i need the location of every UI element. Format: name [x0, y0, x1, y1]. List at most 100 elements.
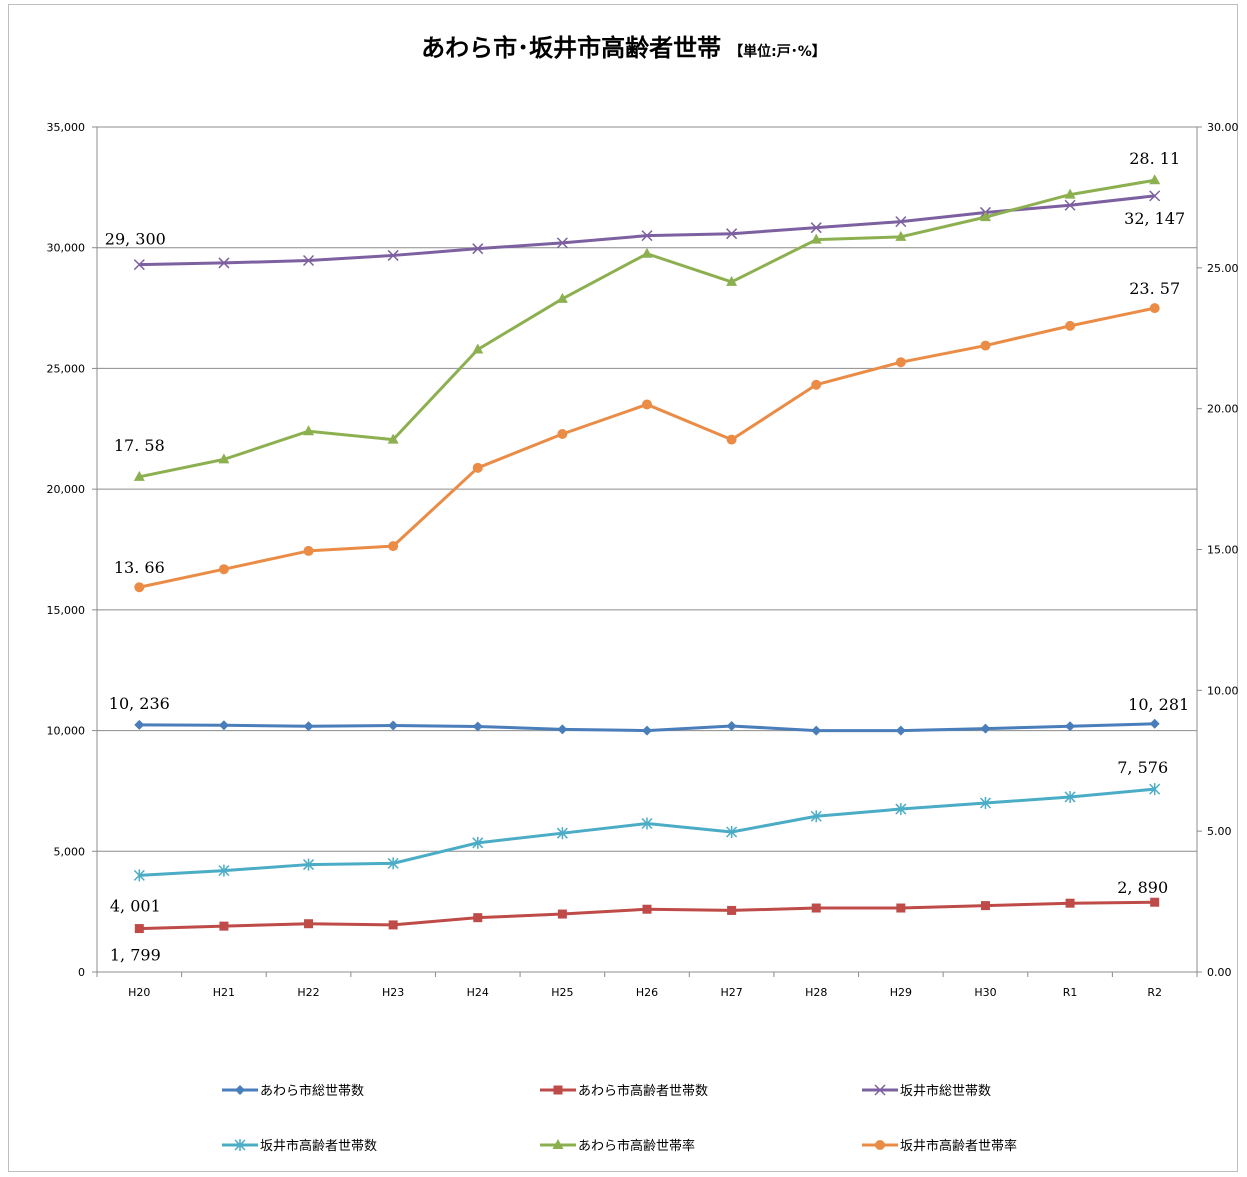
- series-2: [134, 897, 1160, 934]
- data-point: [1065, 320, 1076, 331]
- left-axis-tick-label: 20,000: [47, 483, 86, 496]
- data-point: [810, 222, 822, 234]
- data-point: [134, 924, 144, 934]
- data-point: [980, 723, 991, 734]
- data-point: [303, 721, 314, 732]
- data-point: [1149, 174, 1161, 185]
- data-point: [472, 462, 483, 473]
- data-labels: 10, 236 10, 281 1, 799 2, 890 29, 300 32, 147…: [105, 149, 1189, 964]
- data-point: [895, 357, 906, 368]
- left-axis-tick-label: 15,000: [47, 604, 86, 617]
- data-point: [642, 904, 652, 914]
- data-label: 13. 66: [114, 558, 165, 577]
- data-point: [1064, 188, 1076, 199]
- x-axis-tick-label: H24: [467, 986, 489, 999]
- right-axis-tick-label: 15.00: [1207, 544, 1239, 557]
- data-point: [218, 864, 230, 877]
- left-axis-tick-label: 5,000: [54, 845, 86, 858]
- data-point: [811, 903, 821, 913]
- data-label: 1, 799: [110, 946, 161, 965]
- legend-item: 坂井市総世帯数: [862, 1083, 991, 1099]
- legend-marker: [235, 1085, 245, 1095]
- axes: 0 5,000 10,000 15,000 20,000 25,000 30,000 35,0…: [47, 121, 1239, 999]
- legend-label: あわら市高齢世帯率: [578, 1138, 695, 1154]
- x-axis-tick-label: H25: [551, 986, 573, 999]
- series-1: [134, 718, 1160, 736]
- data-point: [388, 720, 399, 731]
- legend-item: あわら市高齢者世帯数: [540, 1083, 708, 1099]
- legend-item: 坂井市高齢者世帯数: [222, 1138, 377, 1154]
- data-point: [726, 720, 737, 731]
- data-point: [895, 216, 907, 228]
- data-label: 7, 576: [1117, 758, 1168, 777]
- data-point: [557, 429, 568, 440]
- data-point: [134, 719, 145, 730]
- data-point: [303, 545, 314, 556]
- data-label: 23. 57: [1129, 279, 1180, 298]
- data-point: [641, 247, 653, 258]
- data-point: [133, 259, 145, 271]
- data-point: [303, 858, 315, 871]
- legend-label: 坂井市高齢者世帯数: [260, 1138, 377, 1154]
- data-point: [1149, 783, 1161, 796]
- data-point: [810, 810, 822, 823]
- x-axis-tick-label: H23: [382, 986, 404, 999]
- data-point: [726, 228, 738, 240]
- x-axis-tick-label: H20: [128, 986, 150, 999]
- data-label: 4, 001: [110, 896, 161, 915]
- x-axis-tick-label: R2: [1147, 986, 1162, 999]
- legend-marker: [234, 1139, 246, 1151]
- series-line: [139, 787, 1155, 877]
- data-point: [1064, 790, 1076, 803]
- chart-title: あわら市･坂井市高齢者世帯 【単位:戸･%】: [421, 34, 826, 62]
- legend-label: あわら市高齢者世帯数: [578, 1083, 708, 1099]
- data-point: [387, 433, 399, 444]
- data-point: [1149, 303, 1160, 314]
- left-axis-tick-label: 10,000: [47, 725, 86, 738]
- data-label: 32, 147: [1124, 209, 1185, 228]
- data-point: [980, 340, 991, 351]
- series-line: [138, 306, 1156, 589]
- x-axis-tick-label: H27: [720, 986, 742, 999]
- data-label: 10, 281: [1128, 695, 1189, 714]
- data-point: [473, 913, 483, 923]
- left-axis-tick-label: 30,000: [47, 242, 86, 255]
- data-point: [218, 257, 230, 269]
- right-axis-tick-label: 20.00: [1207, 403, 1239, 416]
- data-point: [641, 230, 653, 242]
- data-point: [556, 827, 568, 840]
- right-axis-tick-label: 10.00: [1207, 684, 1239, 697]
- x-axis-tick-label: H21: [213, 986, 235, 999]
- data-point: [979, 797, 991, 809]
- right-axis-tick-label: 30.00: [1207, 121, 1239, 134]
- legend-marker: [875, 1140, 885, 1150]
- data-point: [895, 230, 907, 241]
- data-point: [1149, 190, 1161, 202]
- data-point: [896, 903, 906, 913]
- data-point: [388, 541, 399, 552]
- right-axis-tick-label: 0.00: [1207, 966, 1232, 979]
- data-point: [641, 817, 653, 830]
- x-axis-tick-label: H22: [297, 986, 319, 999]
- left-axis-tick-label: 0: [78, 966, 85, 979]
- data-label: 10, 236: [109, 694, 170, 713]
- data-point: [1150, 897, 1160, 907]
- data-point: [980, 901, 990, 911]
- data-point: [810, 233, 822, 244]
- data-point: [811, 725, 822, 736]
- data-point: [387, 249, 399, 261]
- data-point: [472, 836, 484, 849]
- data-point: [1064, 199, 1076, 211]
- data-point: [472, 243, 484, 255]
- legend-label: あわら市総世帯数: [260, 1083, 364, 1099]
- data-point: [726, 825, 738, 838]
- data-point: [133, 470, 145, 481]
- data-point: [219, 921, 229, 931]
- data-point: [556, 292, 568, 303]
- data-point: [557, 909, 567, 919]
- right-axis-tick-label: 25.00: [1207, 262, 1239, 275]
- series-layer: [133, 174, 1161, 934]
- data-point: [472, 343, 484, 354]
- data-point: [642, 725, 652, 736]
